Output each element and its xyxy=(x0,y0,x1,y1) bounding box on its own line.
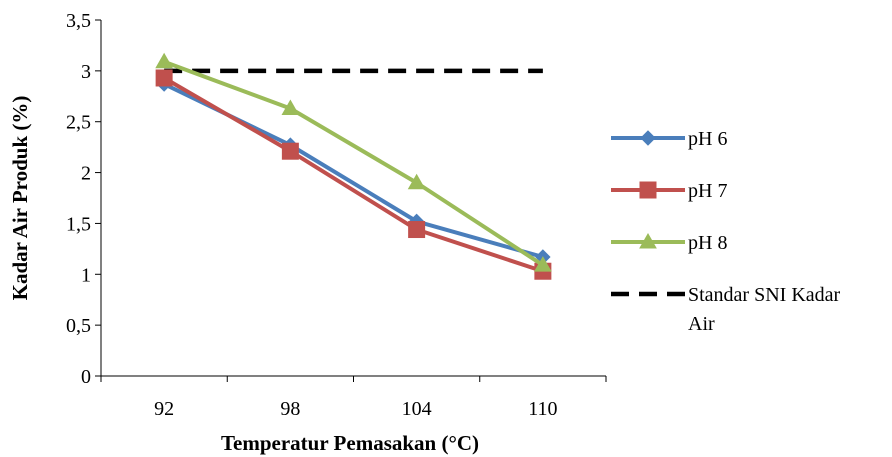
y-tick-label: 2,5 xyxy=(66,112,91,134)
legend-label-ph-7: pH 7 xyxy=(688,180,727,202)
series-line-ph-7 xyxy=(163,76,544,274)
y-tick-label: 2 xyxy=(81,163,91,185)
y-tick-label: 1 xyxy=(81,264,91,286)
legend-marker-ph-8 xyxy=(639,232,657,249)
x-tick-label: 104 xyxy=(402,398,432,420)
y-axis-title: Kadar Air Produk (%) xyxy=(8,96,32,301)
legend-label-ph-8: pH 8 xyxy=(688,232,727,254)
y-tick-label: 3 xyxy=(81,61,91,83)
y-tick-label: 1,5 xyxy=(66,213,91,235)
y-tick-label: 3,5 xyxy=(66,10,91,32)
series-line-ph-8 xyxy=(163,59,544,267)
data-point-ph-8 xyxy=(407,173,426,190)
x-axis-title: Temperatur Pemasakan (°C) xyxy=(221,431,479,455)
data-point-ph-8 xyxy=(155,52,173,69)
data-point-ph-7 xyxy=(408,221,426,239)
legend-label-standar-sni-kadar-air: Standar SNI Kadar Air xyxy=(688,284,841,335)
legend: pH 6 pH 7 pH 8 Standar SNI Kadar Air xyxy=(611,128,841,335)
plot-area: 0 0,5 1 1,5 2 2,5 3 3,5 92 98 104 110 xyxy=(66,10,607,420)
legend-marker-ph-6 xyxy=(640,130,656,146)
data-point-ph-8 xyxy=(534,256,552,272)
legend-label-ph-6: pH 6 xyxy=(688,128,727,150)
legend-marker-ph-7 xyxy=(639,181,657,199)
data-point-ph-7 xyxy=(281,142,299,160)
x-tick-label: 110 xyxy=(528,398,557,420)
data-point-ph-7 xyxy=(155,69,173,87)
y-tick-label: 0 xyxy=(81,366,91,388)
x-tick-label: 98 xyxy=(280,398,300,420)
y-tick-label: 0,5 xyxy=(66,315,91,337)
x-tick-label: 92 xyxy=(154,398,174,420)
data-point-ph-8 xyxy=(281,99,300,115)
